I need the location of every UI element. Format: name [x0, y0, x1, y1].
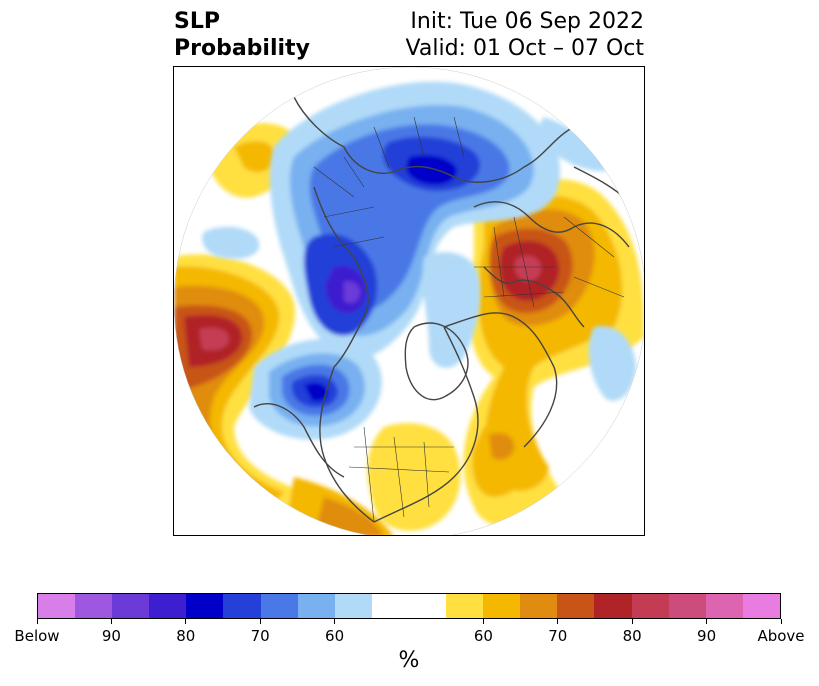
- colorbar-tick-label: 90: [697, 627, 717, 645]
- colorbar-segment: [334, 594, 372, 618]
- colorbar-segment: [742, 594, 780, 618]
- colorbar-tick: [780, 619, 782, 624]
- colorbar-tick-label: 80: [622, 627, 642, 645]
- colorbar-unit: %: [398, 648, 420, 673]
- colorbar-segment: [557, 594, 595, 618]
- colorbar-segment: [594, 594, 632, 618]
- colorbar-segment: [705, 594, 743, 618]
- colorbar-tick-label: 60: [473, 627, 493, 645]
- colorbar: [37, 593, 781, 619]
- probability-field: [174, 67, 644, 535]
- colorbar-tick-label: 70: [250, 627, 270, 645]
- colorbar-tick-label: 60: [325, 627, 345, 645]
- title-variable: SLP: [174, 9, 220, 34]
- title-product: Probability: [174, 36, 310, 61]
- colorbar-tick-label: 70: [548, 627, 568, 645]
- colorbar-tick-label: Above: [757, 627, 805, 645]
- title-right: Init: Tue 06 Sep 2022 Valid: 01 Oct – 07…: [406, 8, 644, 62]
- valid-range: Valid: 01 Oct – 07 Oct: [405, 36, 644, 61]
- colorbar-segment: [631, 594, 669, 618]
- colorbar-segment: [446, 594, 484, 618]
- init-date: Init: Tue 06 Sep 2022: [410, 9, 644, 34]
- colorbar-segment: [223, 594, 261, 618]
- colorbar-segment: [297, 594, 335, 618]
- probability-map: [174, 67, 644, 535]
- colorbar-segment: [371, 594, 447, 618]
- colorbar-tick: [334, 619, 336, 624]
- colorbar-tick: [185, 619, 187, 624]
- colorbar-tick: [36, 619, 38, 624]
- colorbar-tick: [557, 619, 559, 624]
- colorbar-tick: [259, 619, 261, 624]
- map-panel: [173, 66, 645, 536]
- colorbar-tick: [482, 619, 484, 624]
- colorbar-segment: [668, 594, 706, 618]
- colorbar-tick: [110, 619, 112, 624]
- title-left: SLP Probability: [174, 8, 310, 62]
- colorbar-segment: [75, 594, 113, 618]
- colorbar-segment: [38, 594, 76, 618]
- coastlines: [253, 96, 630, 523]
- political-borders: [313, 116, 625, 523]
- colorbar-segment: [186, 594, 224, 618]
- colorbar-tick-label: 90: [101, 627, 121, 645]
- colorbar-tick-label: 80: [176, 627, 196, 645]
- colorbar-segment: [260, 594, 298, 618]
- colorbar-segment: [112, 594, 150, 618]
- colorbar-tick-label: Below: [14, 627, 60, 645]
- colorbar-tick: [631, 619, 633, 624]
- below-normal-regions: [202, 81, 636, 440]
- colorbar-segment: [149, 594, 187, 618]
- colorbar-tick: [706, 619, 708, 624]
- colorbar-segment: [520, 594, 558, 618]
- colorbar-segment: [483, 594, 521, 618]
